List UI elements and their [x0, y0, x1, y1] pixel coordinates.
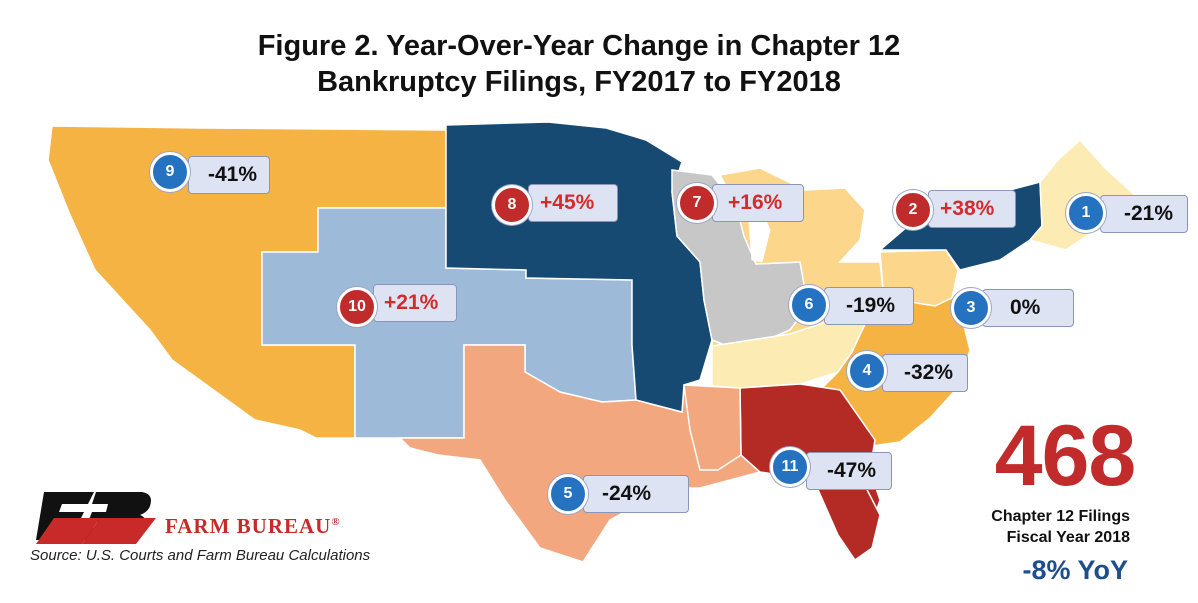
circuit-11-badge: 11 — [770, 447, 810, 487]
filings-caption-line-1: Chapter 12 Filings — [991, 508, 1130, 525]
circuit-10-change: +21% — [384, 291, 439, 314]
farm-bureau-logo-icon — [36, 492, 156, 544]
circuit-2-badge: 2 — [893, 190, 933, 230]
title-line-2: Bankruptcy Filings, FY2017 to FY2018 — [317, 66, 841, 98]
mississippi-region — [683, 384, 742, 471]
total-filings-number: 468 — [994, 408, 1137, 504]
circuit-3-change: 0% — [1010, 296, 1041, 319]
total-filings-caption: Chapter 12 Filings Fiscal Year 2018 — [930, 506, 1130, 548]
circuit-2-change: +38% — [940, 197, 995, 220]
circuit-5-badge: 5 — [548, 474, 588, 514]
circuit-6-badge: 6 — [789, 285, 829, 325]
farm-bureau-brand: FARM BUREAU® — [165, 514, 341, 539]
yoy-change: -8% YoY — [1022, 555, 1128, 585]
circuit-4-badge: 4 — [847, 351, 887, 391]
circuit-5-region — [398, 344, 762, 563]
circuit-9-change: -41% — [208, 163, 258, 186]
circuit-7-change: +16% — [728, 191, 783, 214]
circuit-5-change: -24% — [602, 482, 652, 505]
chart-title: Figure 2. Year-Over-Year Change in Chapt… — [0, 28, 1158, 100]
source-note: Source: U.S. Courts and Farm Bureau Calc… — [30, 547, 371, 564]
circuit-3-badge: 3 — [951, 288, 991, 328]
circuit-4-change: -32% — [904, 361, 954, 384]
circuit-8-change: +45% — [540, 191, 595, 214]
circuit-1-change: -21% — [1124, 202, 1174, 225]
filings-caption-line-2: Fiscal Year 2018 — [1006, 529, 1130, 546]
circuit-6-change: -19% — [846, 294, 896, 317]
circuit-9-badge: 9 — [150, 152, 190, 192]
brand-name: FARM BUREAU — [165, 514, 332, 538]
registered-mark: ® — [331, 516, 341, 528]
title-line-1: Figure 2. Year-Over-Year Change in Chapt… — [257, 30, 901, 62]
circuit-8-badge: 8 — [492, 185, 532, 225]
circuit-1-badge: 1 — [1066, 193, 1106, 233]
circuit-10-badge: 10 — [337, 287, 377, 327]
circuit-11-change: -47% — [827, 459, 877, 482]
circuit-7-badge: 7 — [677, 183, 717, 223]
